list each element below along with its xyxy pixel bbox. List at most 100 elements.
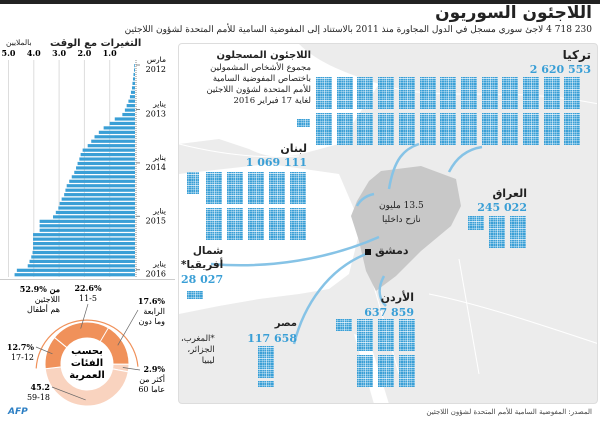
legend: اللاجئون المسجلون مجموع الأشخاص المشمولي…: [181, 49, 311, 107]
date-month-label: يناير: [152, 153, 166, 162]
bar: [69, 179, 135, 183]
block-turkey: [336, 77, 353, 109]
block-turkey: [357, 113, 374, 145]
block-turkey: [357, 77, 374, 109]
block-turkey: [419, 77, 436, 109]
children-arc: [35, 319, 139, 369]
block-turkey: [378, 113, 395, 145]
arrow-lebanon: [355, 192, 375, 207]
donut-center-label: بحسب: [71, 346, 103, 357]
bar: [39, 219, 135, 223]
slice-category-label: الرابعة: [143, 307, 165, 316]
bar: [58, 206, 135, 210]
bar: [124, 108, 135, 112]
block-iraq: [510, 216, 526, 248]
bar: [14, 273, 136, 277]
leader-line: [117, 309, 139, 346]
bar: [79, 157, 135, 161]
slice-value-label: 45.2: [31, 382, 50, 392]
date-month-label: مارس: [147, 55, 166, 64]
block-iraq: [489, 216, 505, 248]
block-jordan: [378, 319, 394, 351]
bar: [98, 130, 135, 134]
block-lebanon: [290, 208, 306, 240]
bar: [132, 77, 135, 81]
donut-slice: [44, 366, 129, 407]
bar: [61, 197, 135, 201]
x-tick-label: 2.0: [77, 48, 91, 58]
block-turkey: [460, 113, 477, 145]
children-note-value: 52.9% من: [20, 284, 60, 295]
legend-line: مجموع الأشخاص المشمولين: [210, 63, 311, 73]
block-lebanon: [227, 172, 243, 204]
block-lebanon-partial: [187, 172, 199, 194]
x-tick-label: 4.0: [27, 48, 41, 58]
bar: [77, 161, 135, 166]
leader-line: [51, 386, 86, 401]
date-year-label: 2013: [146, 110, 166, 119]
bar: [76, 166, 135, 170]
leader-line: [80, 303, 89, 329]
block-turkey: [564, 113, 581, 145]
block-jordan: [378, 355, 394, 387]
bar: [130, 90, 135, 94]
bar: [109, 121, 135, 126]
subtitle: 230 718 4 لاجئ سوري مسجل في الدول المجاو…: [124, 25, 592, 35]
donut-center-label: الفئات: [71, 358, 103, 369]
bar: [71, 175, 135, 179]
x-tick-label: 3.0: [52, 48, 66, 58]
slice-value-label: 22.6%: [74, 283, 101, 293]
slice-category-label: 11-5: [79, 294, 97, 303]
donut-slice: [53, 321, 110, 349]
north-africa-line: شمال: [192, 245, 224, 257]
capital-label: دمشق: [375, 244, 409, 257]
bar: [131, 86, 135, 90]
donut-center-label: العمرية: [69, 370, 105, 381]
block-lebanon: [269, 172, 285, 204]
bar: [82, 148, 135, 152]
block-jordan: [357, 319, 373, 351]
slice-category-label: 60 عاما: [138, 385, 165, 394]
bar: [91, 139, 135, 143]
block-turkey: [543, 113, 560, 145]
north-africa-line: أفريقيا*: [181, 259, 224, 271]
block-turkey: [419, 113, 436, 145]
block-lebanon: [269, 208, 285, 240]
idp-text: نازح داخليا: [381, 215, 421, 225]
footnote-line: ليبيا: [201, 356, 215, 366]
slice-category-label: وما دون: [139, 317, 166, 326]
block-turkey: [564, 77, 581, 109]
bar: [33, 246, 135, 250]
legend-line: باختصاص المفوضية السامية: [212, 74, 311, 84]
country-label-egypt: مصر: [274, 318, 297, 329]
slice-value-label: 17.6%: [138, 296, 165, 306]
block-turkey: [440, 113, 457, 145]
block-jordan-partial: [336, 319, 352, 331]
bar: [103, 126, 135, 130]
north-africa-footnote: *المغرب، الجزائر، ليبيا: [181, 334, 215, 367]
bar: [33, 237, 135, 241]
children-note-line: هم أطفال: [27, 303, 60, 314]
x-tick-label: 1.0: [103, 48, 117, 58]
bar: [80, 153, 135, 157]
x-tick-label: 5.0: [2, 48, 16, 58]
country-value-lebanon: 1 069 111: [245, 156, 307, 169]
bar: [59, 201, 135, 206]
source: المصدر: المفوضية السامية للأمم المتحدة ل…: [426, 408, 592, 416]
bar: [39, 224, 135, 228]
bar: [132, 81, 135, 85]
children-note-line: اللاجئين: [35, 295, 60, 304]
arrow-iraq: [447, 145, 483, 173]
country-value-north-africa: 28 027: [181, 273, 224, 286]
footnote-line: الجزائر،: [187, 345, 215, 355]
block-turkey: [336, 113, 353, 145]
block-turkey-partial: [297, 119, 310, 127]
block-lebanon: [248, 208, 264, 240]
country-label-turkey: تركيا: [562, 48, 591, 62]
country-value-iraq: 245 022: [477, 201, 527, 214]
legend-text: مجموع الأشخاص المشمولين باختصاص المفوضية…: [181, 63, 311, 107]
bar: [122, 112, 135, 117]
bar: [55, 210, 135, 215]
map: اللاجئون المسجلون مجموع الأشخاص المشمولي…: [178, 43, 598, 404]
